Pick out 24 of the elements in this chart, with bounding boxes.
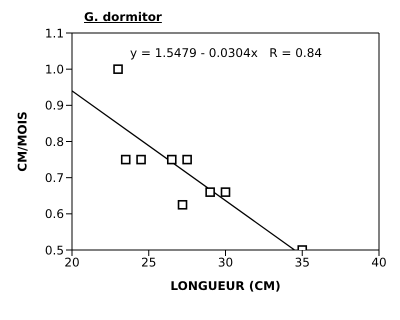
y-tick-label: 0.5 [44, 243, 64, 258]
y-tick-label: 0.6 [44, 207, 64, 222]
point [220, 187, 230, 197]
y-axis-title: CM/MOIS [15, 111, 30, 172]
point [182, 154, 192, 164]
point [205, 187, 215, 197]
point [136, 154, 146, 164]
y-tick-label: 0.8 [44, 134, 64, 149]
y-tick-label: 0.7 [44, 170, 64, 185]
y-tick-label: 1.0 [44, 62, 64, 76]
annotation: y = 1.5479 - 0.0304x R = 0.84 [128, 46, 323, 60]
x-tick-label: 35 [294, 256, 310, 270]
x-tick-label: 30 [218, 256, 234, 270]
point [120, 154, 131, 164]
x-tick-label: 40 [371, 256, 387, 270]
x-tick-label: 20 [64, 256, 80, 270]
x-tick-label: 25 [141, 256, 156, 270]
point [166, 154, 177, 164]
y-tick-label: 0.9 [44, 98, 64, 113]
chart-title: G. dormitor [84, 10, 162, 24]
point [113, 64, 123, 74]
x-axis-title: LONGUEUR (CM) [170, 279, 281, 293]
y-tick-label: 1.1 [44, 26, 64, 40]
point [178, 200, 188, 210]
